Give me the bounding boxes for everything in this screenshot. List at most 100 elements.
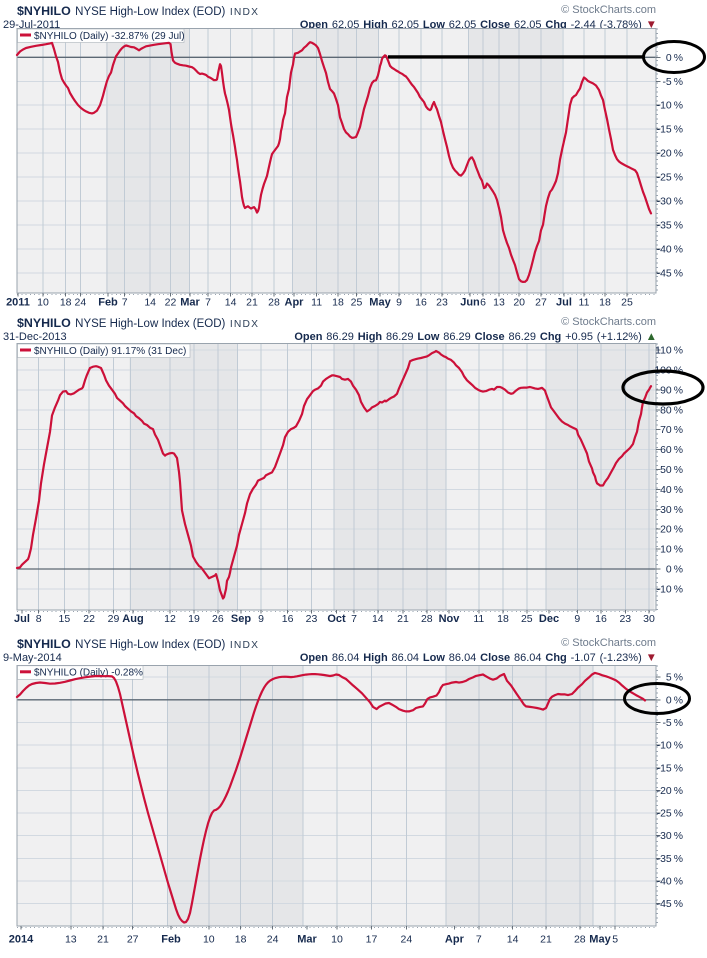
svg-text:-20 %: -20 % <box>657 149 683 160</box>
svg-text:18: 18 <box>235 934 247 946</box>
svg-text:Mar: Mar <box>297 934 317 946</box>
svg-text:18: 18 <box>599 297 611 309</box>
svg-text:6: 6 <box>480 297 486 309</box>
svg-text:29: 29 <box>108 613 120 625</box>
svg-text:14: 14 <box>144 297 156 309</box>
svg-text:11: 11 <box>473 613 484 625</box>
svg-text:5: 5 <box>612 934 618 946</box>
svg-text:10: 10 <box>203 934 215 946</box>
svg-text:May: May <box>369 297 391 309</box>
svg-text:-15 %: -15 % <box>657 763 683 774</box>
svg-text:7: 7 <box>122 297 128 309</box>
svg-text:-5 %: -5 % <box>662 718 683 729</box>
svg-text:Feb: Feb <box>98 297 118 309</box>
svg-text:$NYHILO (Daily) 91.17% (31 Dec: $NYHILO (Daily) 91.17% (31 Dec) <box>34 346 186 357</box>
svg-text:7: 7 <box>205 297 211 309</box>
svg-text:19: 19 <box>188 613 200 625</box>
svg-text:23: 23 <box>619 613 631 625</box>
svg-text:11: 11 <box>311 297 322 309</box>
svg-text:-40 %: -40 % <box>657 244 683 255</box>
svg-text:16: 16 <box>415 297 427 309</box>
svg-text:Feb: Feb <box>161 934 181 946</box>
svg-text:Jul: Jul <box>14 613 30 625</box>
svg-text:20 %: 20 % <box>660 525 683 536</box>
svg-text:-5 %: -5 % <box>662 77 683 88</box>
svg-text:70 %: 70 % <box>660 425 683 436</box>
svg-text:0 %: 0 % <box>666 695 683 706</box>
svg-text:24: 24 <box>401 934 413 946</box>
svg-text:17: 17 <box>366 934 378 946</box>
svg-text:$NYHILO (Daily) -0.28%: $NYHILO (Daily) -0.28% <box>34 668 143 679</box>
svg-text:9: 9 <box>574 613 580 625</box>
svg-text:0 %: 0 % <box>666 565 683 576</box>
svg-text:14: 14 <box>372 613 384 625</box>
svg-text:21: 21 <box>540 934 552 946</box>
svg-text:10: 10 <box>331 934 343 946</box>
svg-text:22: 22 <box>83 613 95 625</box>
svg-text:Dec: Dec <box>539 613 559 625</box>
svg-text:2014: 2014 <box>9 934 34 946</box>
svg-text:-35 %: -35 % <box>657 220 683 231</box>
svg-text:7: 7 <box>476 934 482 946</box>
svg-text:8: 8 <box>36 613 42 625</box>
svg-text:24: 24 <box>267 934 279 946</box>
svg-text:50 %: 50 % <box>660 465 683 476</box>
svg-text:25: 25 <box>621 297 633 309</box>
svg-text:Nov: Nov <box>439 613 461 625</box>
svg-text:26: 26 <box>212 613 224 625</box>
svg-text:2011: 2011 <box>6 297 30 309</box>
svg-text:Apr: Apr <box>445 934 465 946</box>
svg-text:Jun: Jun <box>460 297 480 309</box>
svg-text:-10 %: -10 % <box>657 741 683 752</box>
svg-text:25: 25 <box>521 613 533 625</box>
svg-text:40 %: 40 % <box>660 485 683 496</box>
svg-text:Mar: Mar <box>180 297 200 309</box>
svg-text:7: 7 <box>351 613 357 625</box>
svg-text:14: 14 <box>225 297 237 309</box>
svg-text:Jul: Jul <box>556 297 572 309</box>
svg-text:28: 28 <box>421 613 433 625</box>
svg-text:-30 %: -30 % <box>657 197 683 208</box>
svg-text:Sep: Sep <box>231 613 251 625</box>
svg-text:9: 9 <box>396 297 402 309</box>
svg-text:28: 28 <box>268 297 280 309</box>
svg-text:16: 16 <box>595 613 607 625</box>
svg-text:-20 %: -20 % <box>657 786 683 797</box>
svg-text:24: 24 <box>75 297 87 309</box>
svg-text:15: 15 <box>59 613 71 625</box>
svg-text:27: 27 <box>127 934 139 946</box>
svg-text:0 %: 0 % <box>666 53 683 64</box>
svg-text:Apr: Apr <box>285 297 305 309</box>
svg-text:90 %: 90 % <box>660 385 683 396</box>
svg-text:-45 %: -45 % <box>657 899 683 910</box>
svg-text:25: 25 <box>351 297 363 309</box>
svg-text:-40 %: -40 % <box>657 877 683 888</box>
svg-text:12: 12 <box>164 613 176 625</box>
svg-text:28: 28 <box>574 934 586 946</box>
svg-text:-25 %: -25 % <box>657 173 683 184</box>
svg-text:-25 %: -25 % <box>657 809 683 820</box>
svg-text:14: 14 <box>507 934 519 946</box>
svg-text:-15 %: -15 % <box>657 125 683 136</box>
svg-text:30: 30 <box>643 613 655 625</box>
svg-text:21: 21 <box>97 934 109 946</box>
svg-text:18: 18 <box>497 613 509 625</box>
svg-text:13: 13 <box>493 297 505 309</box>
svg-text:10: 10 <box>37 297 49 309</box>
svg-text:May: May <box>589 934 611 946</box>
svg-text:27: 27 <box>535 297 547 309</box>
svg-text:23: 23 <box>436 297 448 309</box>
svg-text:-30 %: -30 % <box>657 831 683 842</box>
svg-text:80 %: 80 % <box>660 405 683 416</box>
svg-text:Oct: Oct <box>327 613 346 625</box>
svg-text:-10 %: -10 % <box>657 101 683 112</box>
svg-text:5 %: 5 % <box>666 673 683 684</box>
svg-text:-45 %: -45 % <box>657 268 683 279</box>
svg-text:-35 %: -35 % <box>657 854 683 865</box>
svg-text:$NYHILO (Daily) -32.87% (29 Ju: $NYHILO (Daily) -32.87% (29 Jul) <box>34 31 185 42</box>
svg-text:18: 18 <box>60 297 72 309</box>
svg-text:-10 %: -10 % <box>657 584 683 595</box>
svg-text:9: 9 <box>258 613 264 625</box>
svg-text:110 %: 110 % <box>655 346 683 357</box>
svg-text:22: 22 <box>165 297 177 309</box>
